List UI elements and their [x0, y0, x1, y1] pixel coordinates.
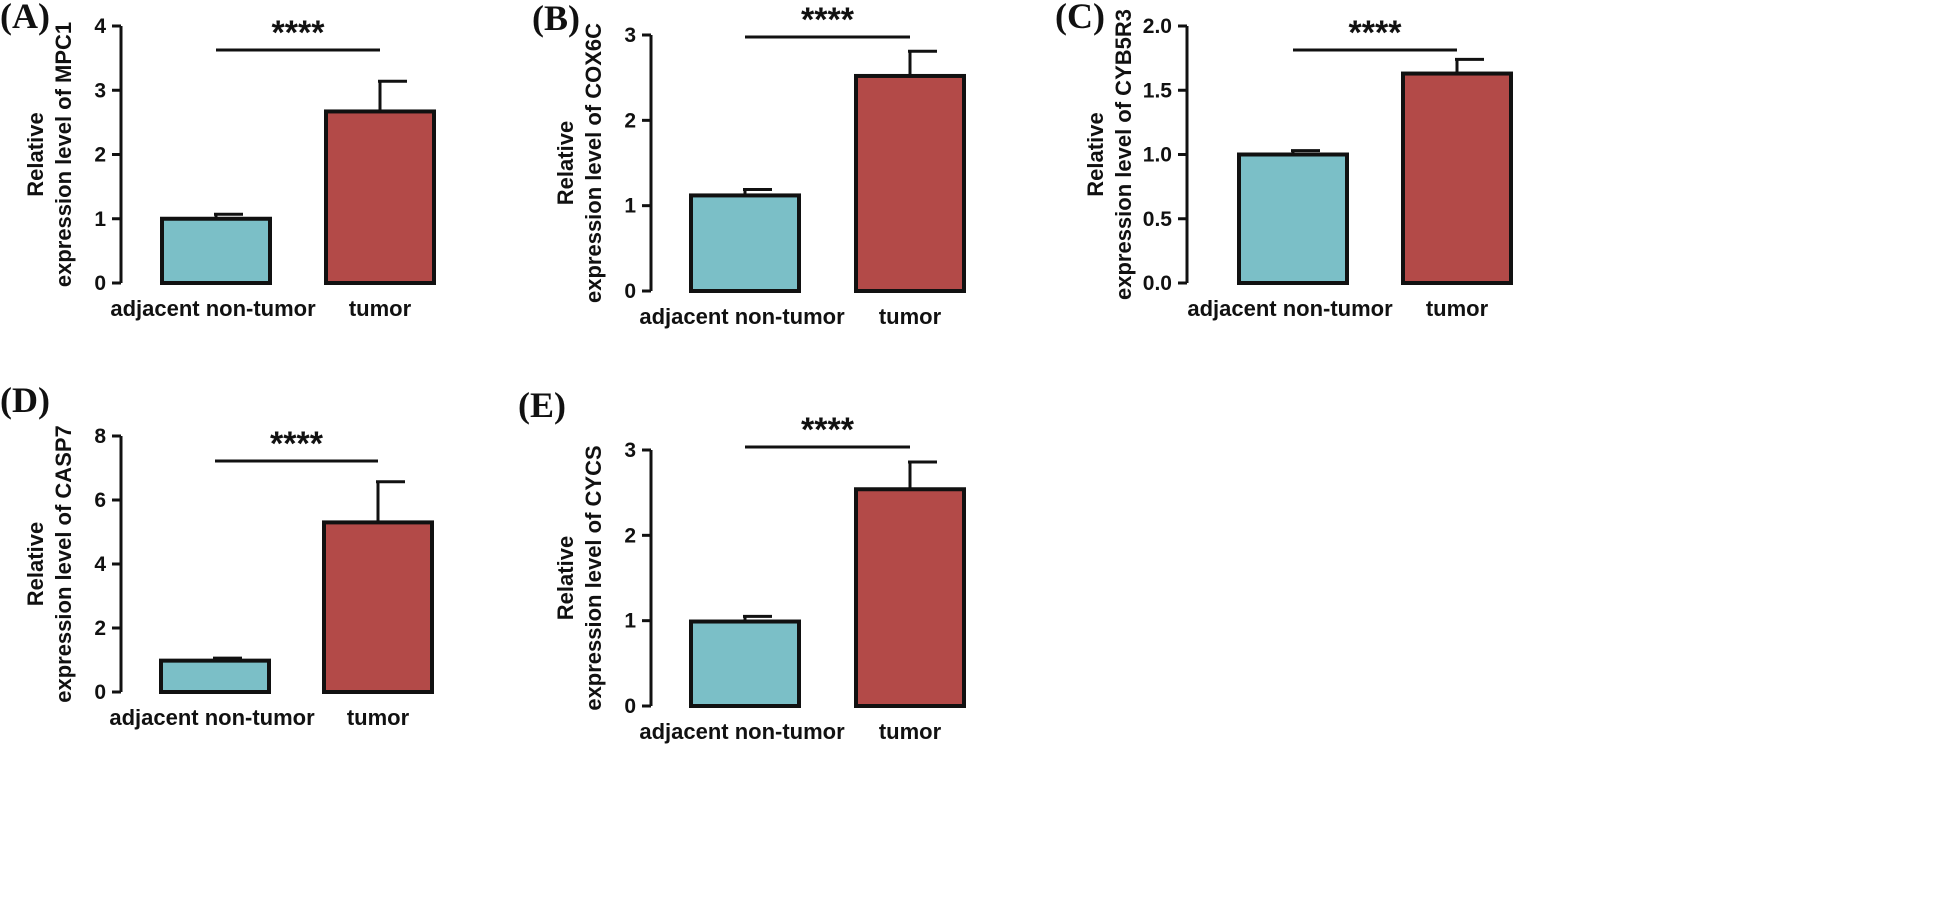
panel-c: (C) 0.0 0.5 1.0 1.5 2.0 Relative expression lev…	[1055, 0, 1513, 321]
y-tick-label: 1	[94, 208, 106, 231]
y-axis-label-line2: expression level of CYB5R3	[1111, 9, 1136, 300]
bar-tumor	[324, 109, 436, 285]
y-tick-label: 0	[624, 280, 636, 303]
panel-b: (B) 0 1 2 3 Relative expression level of COX6C…	[532, 0, 966, 329]
y-tick-label: 2	[624, 109, 636, 132]
bar-tumor	[854, 487, 966, 708]
panel-label: (B)	[532, 0, 580, 38]
panel-a: (A) 0 1 2 3 4 Relative expression level of MPC1…	[0, 0, 436, 321]
x-category-label: adjacent non-tumor	[109, 705, 315, 730]
y-axis-label-line1: Relative	[23, 522, 48, 606]
bar-adjacent-non-tumor	[160, 216, 272, 285]
significance-label: ****	[801, 1, 855, 39]
y-axis-label-line1: Relative	[1083, 112, 1108, 196]
bar-adjacent-non-tumor	[689, 619, 801, 709]
y-axis-label-line2: expression level of COX6C	[581, 23, 606, 303]
bar-adjacent-non-tumor	[1237, 152, 1349, 285]
bar-tumor	[1401, 71, 1513, 285]
bar-adjacent-non-tumor	[689, 193, 801, 293]
x-category-label: tumor	[879, 719, 942, 744]
x-category-label: adjacent non-tumor	[110, 296, 316, 321]
y-tick-label: 2.0	[1143, 15, 1172, 38]
x-category-label: tumor	[1426, 296, 1489, 321]
y-tick-label: 2	[94, 144, 106, 167]
y-tick-label: 6	[94, 489, 106, 512]
y-axis-label-line1: Relative	[553, 121, 578, 205]
y-axis-label-line2: expression level of CYCS	[581, 445, 606, 710]
bar-tumor	[854, 73, 966, 293]
y-tick-label: 0	[624, 695, 636, 718]
panel-label: (C)	[1055, 0, 1105, 36]
significance-label: ****	[270, 425, 324, 463]
significance-label: ****	[272, 14, 326, 52]
x-category-label: adjacent non-tumor	[1187, 296, 1393, 321]
significance-label: ****	[801, 411, 855, 449]
y-tick-label: 0.0	[1143, 272, 1172, 295]
y-tick-label: 3	[624, 439, 636, 462]
y-axis-label-line2: expression level of MPC1	[51, 22, 76, 287]
y-tick-label: 0.5	[1143, 208, 1173, 231]
y-axis-label-line1: Relative	[553, 536, 578, 620]
y-tick-label: 4	[94, 15, 106, 38]
x-category-label: tumor	[879, 304, 942, 329]
y-tick-label: 0	[94, 681, 106, 704]
bar-adjacent-non-tumor	[159, 658, 271, 695]
panel-label: (D)	[0, 380, 50, 420]
y-tick-label: 2	[94, 617, 106, 640]
y-axis-label-line2: expression level of CASP7	[51, 425, 76, 703]
y-tick-label: 0	[94, 272, 106, 295]
significance-label: ****	[1349, 14, 1403, 52]
y-tick-label: 3	[624, 24, 636, 47]
y-tick-label: 2	[624, 524, 636, 547]
bar-tumor	[322, 520, 434, 695]
x-category-label: tumor	[349, 296, 412, 321]
y-tick-label: 1	[624, 195, 636, 218]
y-tick-label: 1.0	[1143, 144, 1172, 167]
x-category-label: tumor	[347, 705, 410, 730]
panel-d: (D) 0 2 4 6 8 Relative expression level of CASP…	[0, 380, 434, 730]
x-category-label: adjacent non-tumor	[639, 304, 845, 329]
y-tick-label: 1.5	[1143, 79, 1173, 102]
x-category-label: adjacent non-tumor	[639, 719, 845, 744]
y-tick-label: 8	[94, 425, 106, 448]
panel-label: (E)	[518, 385, 566, 425]
y-tick-label: 3	[94, 79, 106, 102]
y-tick-label: 1	[624, 610, 636, 633]
panel-label: (A)	[0, 0, 50, 36]
y-axis-label-line1: Relative	[23, 112, 48, 196]
y-tick-label: 4	[94, 553, 106, 576]
panel-e: (E) 0 1 2 3 Relative expression level of CYCS a…	[518, 385, 966, 744]
